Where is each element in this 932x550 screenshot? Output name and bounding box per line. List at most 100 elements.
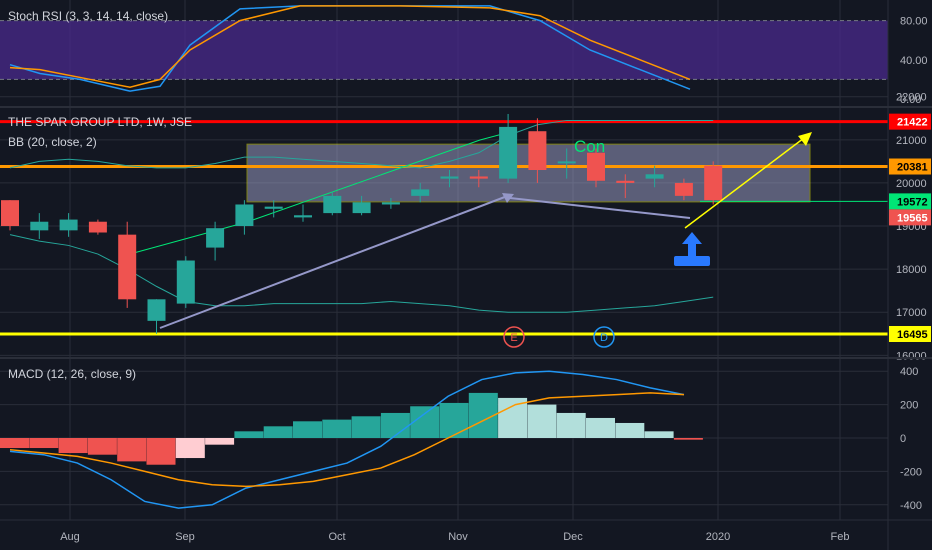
candle-body-23 [674,182,693,196]
macd-hist-20 [586,417,615,438]
macd-hist-8 [234,431,264,438]
projection-arrowhead [798,132,812,146]
candle-body-1 [30,221,49,231]
macd-hist-0 [0,438,29,449]
level-tag-1: 20381 [897,162,928,174]
macd-hist-14 [410,406,440,438]
bb-upper [9,119,714,169]
candle-body-8 [235,204,254,227]
macd-hist-6 [175,438,205,459]
up-trend-arrow [159,194,511,329]
time-label-2: Oct [328,531,345,543]
time-label-6: Feb [831,531,850,543]
candle-body-14 [411,189,430,196]
macd-hist-1 [29,438,59,449]
candle-body-19 [557,161,576,164]
candle-body-15 [440,176,459,179]
macd-hist-13 [380,412,410,438]
candle-body-22 [645,174,664,179]
price-tick-6: 16000 [896,350,927,362]
macd-hist-9 [263,426,293,438]
stoch-rsi-panel [0,5,888,92]
macd-hist-5 [146,438,176,465]
candle-body-0 [1,200,19,227]
candle-body-3 [88,221,107,233]
macd-tick-1: 200 [900,400,918,412]
candle-body-13 [381,202,400,205]
candle-body-24 [704,165,723,201]
macd-tick-4: -400 [900,500,922,512]
price-tick-5: 17000 [896,307,927,319]
macd-hist-11 [322,419,352,438]
rsi-band [0,20,888,80]
event-label-0: E [510,332,517,344]
time-label-4: Dec [563,531,583,543]
rsi-tick-1: 40.00 [900,55,928,67]
macd-hist-15 [439,402,469,438]
event-marker-0 [503,326,525,348]
level-tag-bg-4 [889,326,931,342]
macd-hist-18 [527,404,557,438]
price-axis: 80.0040.000.0022000210002000019000180001… [889,16,931,512]
upload-icon [682,232,702,256]
candle-body-18 [528,131,547,171]
level-tag-bg-2 [889,193,931,210]
level-tag-0: 21422 [897,117,928,129]
stoch-rsi-title: Stoch RSI (3, 3, 14, 14, close) [8,9,168,23]
macd-tick-2: 0 [900,433,906,445]
level-tag-4: 16495 [897,329,928,341]
candle-body-11 [323,195,342,214]
macd-panel [0,370,703,509]
candle-body-12 [352,202,371,214]
rsi-tick-0: 80.00 [900,16,928,28]
projection-arrow [684,134,809,229]
macd-hist-4 [117,438,147,462]
macd-hist-7 [205,438,235,445]
candle-body-21 [616,180,635,183]
rsi-tick-2: 0.00 [900,94,921,106]
level-tag-2: 19572 [897,196,928,208]
candle-body-20 [587,152,605,181]
level-tag-3: 19565 [897,212,928,224]
con-annotation: Con [574,137,605,156]
macd-hist-10 [293,421,322,438]
candle-body-17 [499,126,518,179]
price-title: THE SPAR GROUP LTD, 1W, JSE [8,115,192,129]
price-tick-1: 21000 [896,135,927,147]
macd-line-1 [9,392,685,488]
up-trend-arrowhead [502,193,514,203]
macd-hist-12 [351,416,381,438]
time-label-1: Sep [175,531,195,543]
rsi-series-1 [9,5,691,89]
candle-body-16 [469,176,488,179]
candle-body-5 [147,299,166,321]
macd-title: MACD (12, 26, close, 9) [8,367,136,381]
level-tag-bg-0 [889,113,931,130]
candle-body-9 [264,206,283,209]
price-tick-0: 22000 [896,92,927,104]
macd-hist-19 [556,412,586,438]
macd-hist-23 [673,438,703,440]
candle-body-7 [206,228,225,248]
green-trend-line [129,131,511,255]
level-tag-bg-1 [889,158,931,175]
price-tick-2: 20000 [896,178,927,190]
upload-icon-base [674,256,710,266]
macd-hist-22 [644,431,674,438]
time-label-5: 2020 [706,531,730,543]
candle-body-4 [118,234,137,300]
time-axis: Aug Sep Oct Nov Dec 2020 Feb [60,531,849,543]
time-label-0: Aug [60,531,80,543]
price-tick-4: 18000 [896,264,927,276]
down-trend-arrow [509,197,691,219]
macd-hist-3 [87,438,117,455]
macd-line-0 [9,370,685,509]
bollinger-title: BB (20, close, 2) [8,135,97,149]
candle-body-6 [176,260,195,304]
candle-body-10 [294,215,312,218]
macd-hist-17 [498,397,528,438]
level-tag-bg-3 [889,209,931,226]
